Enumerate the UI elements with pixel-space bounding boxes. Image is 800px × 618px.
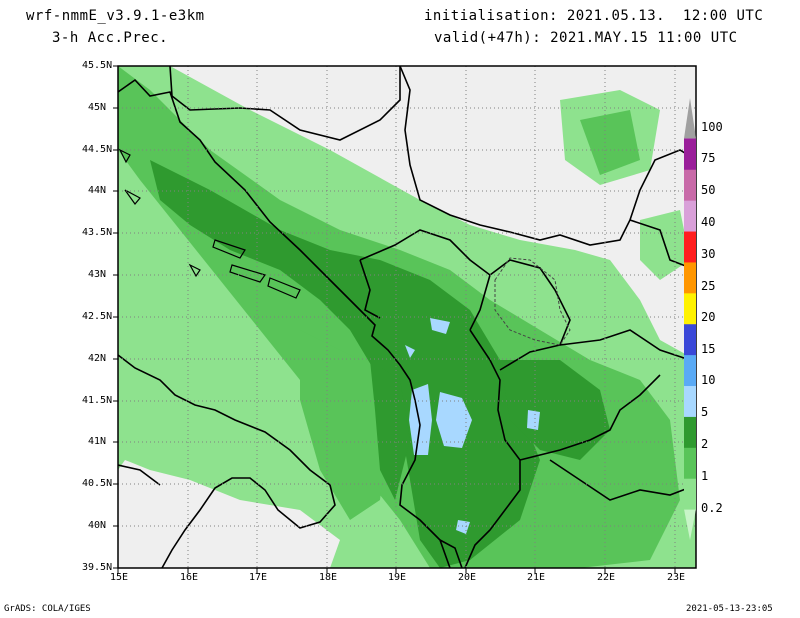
colorbar-segment [684,323,696,356]
colorbar-label: 15 [701,342,716,356]
colorbar-segment [684,478,696,510]
lat-label: 44N [88,185,107,196]
colorbar-label: 2 [701,437,709,451]
credit: GrADS: COLA/IGES [4,604,91,614]
colorbar-label: 10 [701,373,716,387]
lon-label: 15E [110,572,129,583]
colorbar-segment [684,138,696,170]
lon-label: 23E [667,572,686,583]
coastlines-borders [118,66,696,568]
lat-label: 41N [88,436,107,447]
lon-label: 22E [597,572,616,583]
dashed-border [494,257,571,346]
lat-label: 43N [88,269,107,280]
colorbar-label: 1 [701,469,709,483]
lat-label: 40N [88,520,107,531]
colorbar-segment [684,447,696,479]
colorbar-label: 100 [701,120,723,134]
colorbar-label: 25 [701,279,716,293]
precip-heavy [150,160,610,568]
colorbar-segment [684,200,696,232]
lat-label: 42N [88,353,107,364]
colorbar [684,98,696,540]
axis-ticks [113,65,676,573]
colorbar-segment [684,385,696,417]
init-time: initialisation: 2021.05.13. 12:00 UTC [424,8,764,24]
lat-label: 39.5N [82,562,113,573]
lon-label: 17E [249,572,268,583]
lat-label: 41.5N [82,395,113,406]
colorbar-label: 5 [701,405,709,419]
colorbar-segment [684,231,696,263]
lon-label: 21E [527,572,546,583]
lon-label: 20E [458,572,477,583]
colorbar-label: 30 [701,247,716,261]
colorbar-label: 0.2 [701,501,723,515]
colorbar-label: 40 [701,215,716,229]
lat-label: 44.5N [82,144,113,155]
colorbar-segment [684,98,696,139]
lat-label: 43.5N [82,227,113,238]
islands [118,148,301,299]
lat-label: 40.5N [82,478,113,489]
lat-label: 42.5N [82,311,113,322]
render-timestamp: 2021-05-13-23:05 [686,604,773,614]
colorbar-label: 50 [701,183,716,197]
lon-label: 18E [319,572,338,583]
colorbar-segment [684,261,696,294]
lon-label: 19E [388,572,407,583]
colorbar-segment [684,416,696,448]
lat-label: 45N [88,102,107,113]
lat-label: 45.5N [82,60,113,71]
valid-time: valid(+47h): 2021.MAY.15 11:00 UTC [434,30,738,46]
colorbar-segment [684,169,696,201]
colorbar-segment [684,509,696,540]
colorbar-label: 20 [701,310,716,324]
model-title: wrf-nmmE_v3.9.1-e3km [26,8,205,24]
variable-title: 3-h Acc.Prec. [52,30,169,46]
grid-lines [118,66,696,568]
lon-label: 16E [180,572,199,583]
colorbar-segment [684,354,696,387]
colorbar-segment [684,292,696,325]
colorbar-label: 75 [701,151,716,165]
